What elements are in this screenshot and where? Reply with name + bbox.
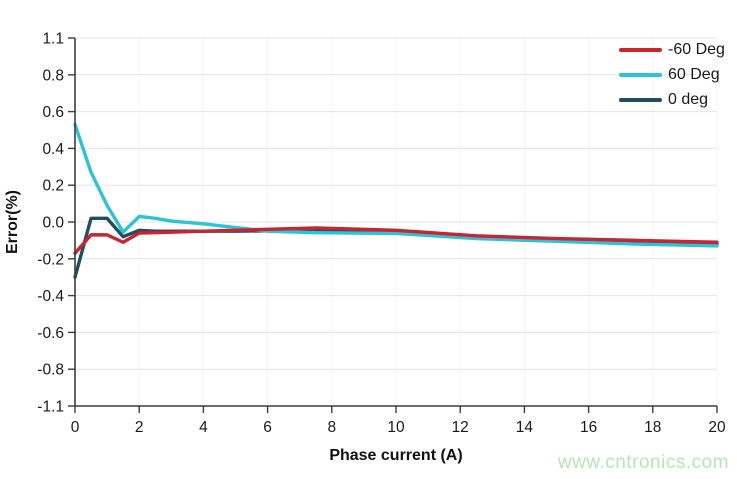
- legend-item-minus-60-deg: -60 Deg: [619, 40, 730, 59]
- x-tick-label: 12: [452, 419, 469, 436]
- x-tick-label: 4: [199, 419, 208, 436]
- y-tick-label: 0.6: [42, 104, 64, 121]
- legend-line-swatch-60-deg: [619, 72, 662, 77]
- x-tick-label: 8: [327, 419, 336, 436]
- x-tick-label: 20: [708, 419, 726, 436]
- y-axis-title: Error(%): [4, 189, 21, 255]
- watermark-text: www.cntronics.com: [557, 452, 729, 473]
- x-tick-label: 18: [644, 419, 661, 436]
- legend-label-0-deg: 0 deg: [668, 91, 709, 108]
- legend-line-swatch-minus-60-deg: [619, 47, 662, 52]
- x-tick-label: 10: [387, 419, 405, 436]
- legend-label-60-deg: 60 Deg: [668, 66, 720, 83]
- x-tick-label: 16: [580, 419, 597, 436]
- x-tick-label: 0: [71, 419, 80, 436]
- y-tick-label: -0.4: [37, 288, 64, 305]
- y-tick-label: 1.1: [42, 31, 64, 48]
- x-tick-label: 14: [516, 419, 534, 436]
- y-tick-label: 0.8: [42, 67, 64, 84]
- legend-item-0-deg: 0 deg: [619, 90, 730, 109]
- y-tick-label: -0.8: [37, 362, 64, 379]
- series-line--60-deg: [73, 226, 719, 255]
- y-tick-label: 0.2: [42, 178, 64, 195]
- legend-line-swatch-0-deg: [619, 97, 662, 102]
- legend: -60 Deg 60 Deg 0 deg: [619, 40, 730, 109]
- y-tick-label: 0.0: [42, 215, 64, 232]
- x-tick-label: 6: [263, 419, 272, 436]
- x-tick-label: 2: [135, 419, 144, 436]
- y-tick-label: 0.4: [42, 141, 64, 158]
- legend-item-60-deg: 60 Deg: [619, 65, 730, 84]
- y-tick-label: -1.1: [37, 399, 64, 416]
- series-line-60-deg: [73, 122, 719, 248]
- y-tick-label: -0.2: [37, 251, 64, 268]
- y-tick-label: -0.6: [37, 325, 64, 342]
- x-axis-title: Phase current (A): [329, 447, 463, 464]
- legend-label-minus-60-deg: -60 Deg: [668, 41, 725, 58]
